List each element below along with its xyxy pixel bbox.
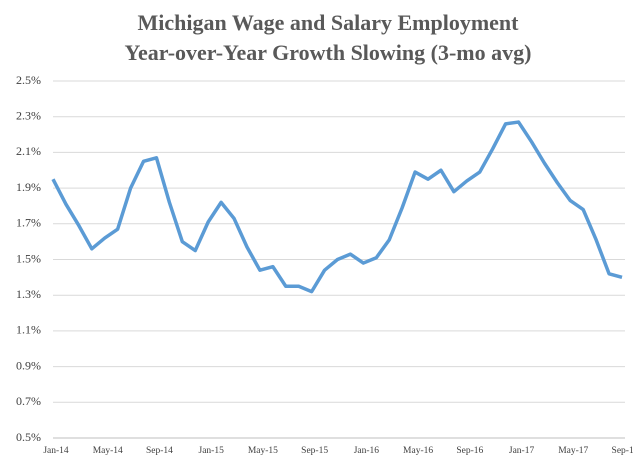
x-tick-label: Jan-16 <box>354 446 380 456</box>
x-tick-label: May-14 <box>93 446 123 456</box>
y-tick-label: 2.5% <box>16 73 41 87</box>
x-tick-label: Jan-15 <box>199 446 225 456</box>
x-tick-label: Sep-15 <box>301 446 328 456</box>
x-tick-label: May-17 <box>558 446 588 456</box>
y-tick-label: 1.3% <box>16 287 41 301</box>
y-tick-label: 1.7% <box>16 216 41 230</box>
x-tick-label: May-15 <box>248 446 278 456</box>
y-tick-label: 1.5% <box>16 251 41 265</box>
x-tick-label: May-16 <box>403 446 433 456</box>
data-line <box>51 120 623 294</box>
y-tick-label: 0.5% <box>16 430 41 444</box>
x-tick-label: Jan-17 <box>509 446 535 456</box>
y-tick-label: 2.1% <box>16 144 41 158</box>
y-tick-label: 1.1% <box>16 323 41 337</box>
y-tick-label: 2.3% <box>16 108 41 122</box>
chart-title: Michigan Wage and Salary Employment <box>138 10 520 35</box>
y-tick-label: 0.7% <box>16 394 41 408</box>
x-tick-label: Sep-16 <box>456 446 483 456</box>
y-tick-label: 1.9% <box>16 180 41 194</box>
chart-title: Year-over-Year Growth Slowing (3-mo avg) <box>125 40 532 65</box>
x-tick-label: Sep-14 <box>146 446 173 456</box>
y-tick-label: 0.9% <box>16 358 41 372</box>
x-tick-label: Sep-17 <box>612 446 633 456</box>
x-tick-label: Jan-14 <box>43 446 69 456</box>
